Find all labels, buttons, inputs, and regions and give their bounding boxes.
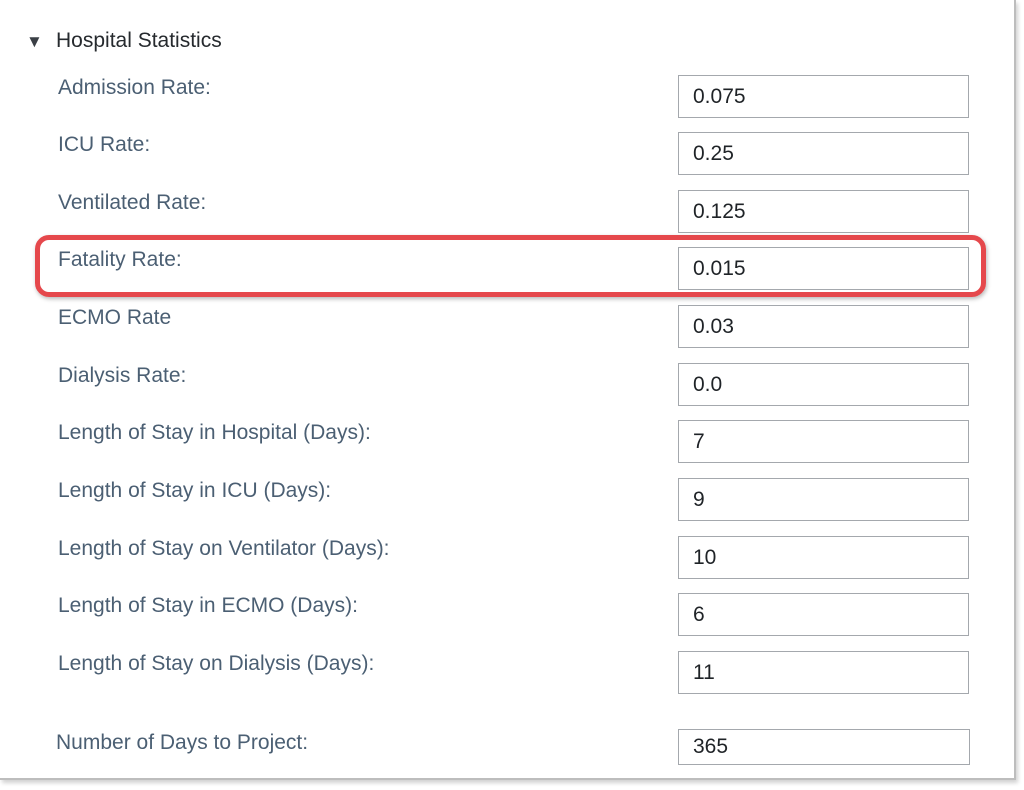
- stay-icu-label: Length of Stay in ICU (Days):: [58, 479, 332, 502]
- field-row-ecmo-rate: ECMO Rate: [0, 305, 1016, 349]
- icu-rate-label: ICU Rate:: [58, 133, 151, 156]
- dialysis-rate-label: Dialysis Rate:: [58, 364, 187, 387]
- fatality-rate-label: Fatality Rate:: [58, 248, 182, 271]
- stay-dialysis-input[interactable]: [678, 651, 969, 694]
- section-title: Hospital Statistics: [56, 29, 222, 52]
- field-row-stay-icu: Length of Stay in ICU (Days):: [0, 478, 1016, 522]
- ecmo-rate-input[interactable]: [678, 305, 969, 348]
- ecmo-rate-label: ECMO Rate: [58, 306, 172, 329]
- field-row-days-to-project: Number of Days to Project:: [0, 729, 1016, 773]
- stay-hospital-label: Length of Stay in Hospital (Days):: [58, 421, 371, 444]
- field-row-icu-rate: ICU Rate:: [0, 132, 1016, 176]
- dialysis-rate-input[interactable]: [678, 363, 969, 406]
- hospital-statistics-panel: ▼ Hospital Statistics Admission Rate: IC…: [0, 0, 1016, 780]
- admission-rate-input[interactable]: [678, 75, 969, 118]
- stay-ecmo-label: Length of Stay in ECMO (Days):: [58, 594, 358, 617]
- days-to-project-input[interactable]: [678, 729, 970, 765]
- stay-ecmo-input[interactable]: [678, 593, 969, 636]
- field-row-fatality-rate: Fatality Rate:: [0, 247, 1016, 291]
- field-row-admission-rate: Admission Rate:: [0, 75, 1016, 119]
- field-row-dialysis-rate: Dialysis Rate:: [0, 363, 1016, 407]
- field-row-ventilated-rate: Ventilated Rate:: [0, 190, 1016, 234]
- stay-ventilator-label: Length of Stay on Ventilator (Days):: [58, 537, 390, 560]
- stay-ventilator-input[interactable]: [678, 536, 969, 579]
- days-to-project-label: Number of Days to Project:: [56, 731, 309, 754]
- hospital-statistics-section-toggle[interactable]: ▼ Hospital Statistics: [26, 28, 222, 54]
- ventilated-rate-label: Ventilated Rate:: [58, 191, 207, 214]
- stay-hospital-input[interactable]: [678, 420, 969, 463]
- ventilated-rate-input[interactable]: [678, 190, 969, 233]
- field-row-stay-dialysis: Length of Stay on Dialysis (Days):: [0, 651, 1016, 695]
- stay-dialysis-label: Length of Stay on Dialysis (Days):: [58, 652, 375, 675]
- caret-down-icon[interactable]: ▼: [26, 31, 43, 51]
- icu-rate-input[interactable]: [678, 132, 969, 175]
- field-row-stay-ventilator: Length of Stay on Ventilator (Days):: [0, 536, 1016, 580]
- stay-icu-input[interactable]: [678, 478, 969, 521]
- admission-rate-label: Admission Rate:: [58, 76, 211, 99]
- fatality-rate-input[interactable]: [678, 247, 969, 290]
- field-row-stay-ecmo: Length of Stay in ECMO (Days):: [0, 593, 1016, 637]
- field-row-stay-hospital: Length of Stay in Hospital (Days):: [0, 420, 1016, 464]
